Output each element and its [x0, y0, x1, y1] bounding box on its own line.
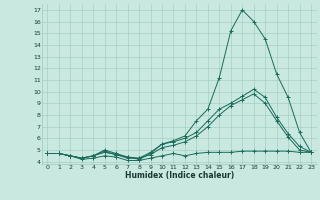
- X-axis label: Humidex (Indice chaleur): Humidex (Indice chaleur): [124, 171, 234, 180]
